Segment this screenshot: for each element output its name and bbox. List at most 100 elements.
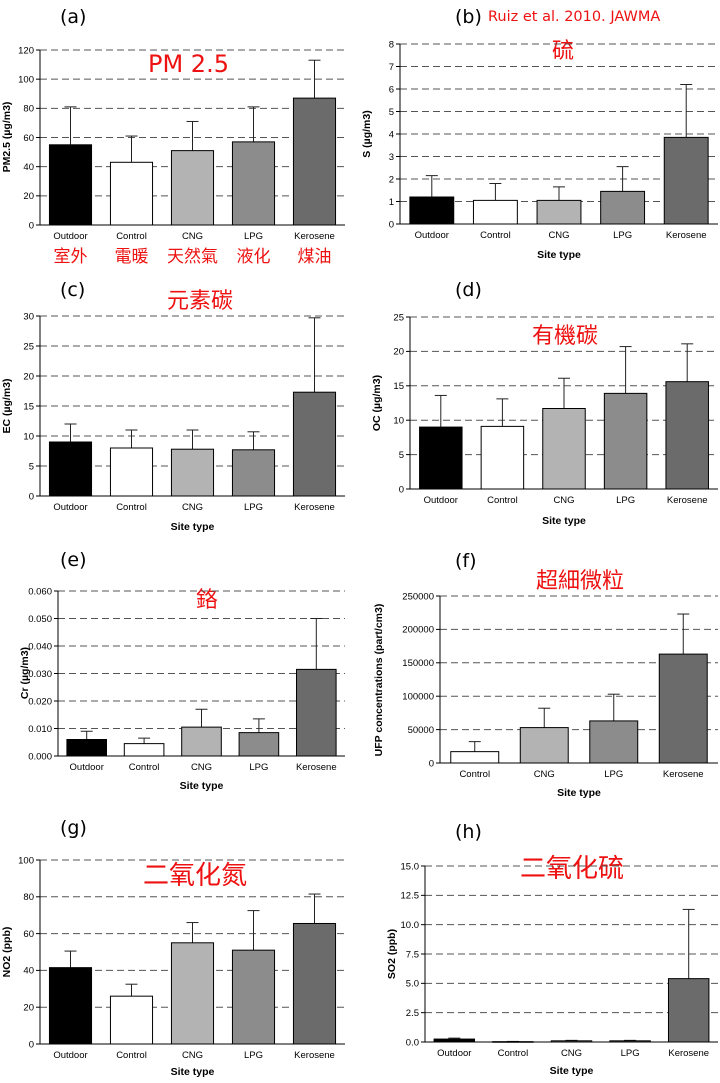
bar-lpg	[238, 732, 280, 757]
y-tick-label: 20	[23, 1003, 34, 1014]
x-tick-label: CNG	[182, 502, 203, 513]
y-axis-title: UFP concentrations (part/cm3)	[373, 604, 385, 757]
y-tick-label: 0	[389, 219, 394, 230]
y-tick-label: 40	[23, 162, 34, 173]
x-tick-label: Kerosene	[294, 502, 335, 513]
x-tick-label: Kerosene	[294, 1050, 335, 1061]
y-tick-label: 0.030	[28, 669, 52, 680]
y-tick-label: 10	[393, 416, 404, 427]
y-tick-label: 20	[23, 371, 34, 382]
y-tick-label: 20	[23, 191, 34, 202]
x-tick-label: Control	[480, 230, 511, 241]
y-tick-label: 80	[23, 892, 34, 903]
x-tick-label: Outdoor	[437, 1048, 471, 1059]
panel-c: (c) 元素碳 0 5 10 15 20 25 30 Outdoor Control CNG LPG Ke…	[1, 279, 345, 533]
x-tick-label: Control	[116, 231, 147, 242]
panel-b: (b) 硫 0 1 2 3 4 5 6 7 8 Outdoor Control CNG LPG Kerosen…	[361, 6, 718, 261]
bar-outdoor	[419, 426, 463, 490]
bar-kerosene	[663, 136, 709, 225]
y-tick-label: 5	[389, 107, 394, 118]
y-tick-label: 15	[393, 381, 404, 392]
x-tick-label: Outdoor	[53, 231, 87, 242]
y-tick-label: 2	[389, 174, 394, 185]
y-tick-label: 0.050	[28, 614, 52, 625]
x-tick-label: LPG	[244, 1050, 263, 1061]
x-tick-label: LPG	[249, 762, 268, 773]
y-tick-label: 200000	[402, 625, 434, 636]
x-axis-title: Site type	[171, 521, 215, 533]
bar-lpg	[231, 449, 276, 497]
y-axis-title: NO2 (ppb)	[1, 927, 13, 978]
bar-kerosene	[658, 653, 708, 764]
y-tick-label: 20	[393, 347, 404, 358]
panel-d: (d) 有機碳 0 5 10 15 20 25 Outdoor Control CNG LPG Kero…	[371, 279, 718, 527]
chart-title: 硫	[552, 39, 574, 64]
bar-cng	[536, 199, 582, 225]
x-tick-label-zh: 液化	[237, 247, 271, 267]
x-tick-label: Control	[459, 769, 490, 780]
y-tick-label: 50000	[408, 725, 434, 736]
bar-lpg	[231, 141, 276, 226]
panel-letter: (e)	[60, 549, 87, 571]
panel-a: (a) PM 2.5 0 20 40 60 80 100 120 Outdoor 室外 Control…	[1, 6, 345, 267]
y-tick-label: 25	[23, 341, 34, 352]
y-tick-label: 100000	[402, 692, 434, 703]
y-tick-label: 100	[18, 855, 34, 866]
bar-outdoor	[66, 739, 108, 757]
x-tick-label: CNG	[548, 230, 569, 241]
x-tick-label: Control	[487, 495, 518, 506]
y-tick-label: 0	[429, 758, 434, 769]
bar-cng	[170, 942, 215, 1045]
y-tick-label: 10	[23, 431, 34, 442]
x-tick-label: LPG	[616, 495, 635, 506]
x-tick-label: Outdoor	[53, 502, 87, 513]
y-axis-title: PM2.5 (µg/m3)	[1, 102, 13, 173]
bar-control	[123, 743, 165, 757]
y-tick-label: 2.5	[406, 1008, 419, 1019]
panel-letter: (g)	[60, 817, 87, 839]
y-tick-label: 60	[23, 929, 34, 940]
bar-control	[480, 425, 525, 490]
x-axis-title: Site type	[171, 1066, 215, 1078]
credit-text: Ruiz et al. 2010. JAWMA	[488, 9, 660, 25]
x-tick-label: Outdoor	[53, 1050, 87, 1061]
panel-h: (h) 二氧化硫 0.0 2.5 5.0 7.5 10.0 12.5 15.0 Outdoor Co…	[386, 821, 718, 1077]
y-tick-label: 0	[29, 220, 34, 231]
x-tick-label: Outdoor	[70, 762, 104, 773]
x-tick-label-zh: 煤油	[298, 247, 332, 267]
panel-e: (e) 鉻 0.000 0.010 0.020 0.030 0.040 0.050 0.060 O…	[19, 549, 345, 792]
panel-letter: (b)	[455, 6, 482, 28]
x-tick-label: CNG	[191, 762, 212, 773]
x-tick-label: Kerosene	[296, 762, 337, 773]
y-tick-label: 0	[29, 1039, 34, 1050]
y-tick-label: 80	[23, 104, 34, 115]
bar-control	[109, 161, 154, 226]
bar-cng	[519, 727, 569, 764]
x-tick-label: CNG	[553, 495, 574, 506]
x-tick-label: Control	[129, 762, 160, 773]
bar-lpg	[600, 190, 646, 225]
y-tick-label: 6	[389, 84, 394, 95]
x-tick-label: Kerosene	[666, 230, 707, 241]
bar-cng	[181, 726, 222, 757]
bar-cng	[170, 150, 215, 226]
y-tick-label: 5	[29, 461, 34, 472]
bar-lpg	[609, 1040, 651, 1043]
y-tick-label: 15.0	[401, 861, 420, 872]
bar-kerosene	[292, 391, 337, 497]
panel-letter: (h)	[455, 821, 482, 843]
y-tick-label: 0	[29, 491, 34, 502]
bar-kerosene	[667, 978, 710, 1043]
x-tick-label-zh: 電暖	[115, 247, 149, 267]
y-tick-label: 150000	[402, 658, 434, 669]
y-tick-label: 15	[23, 401, 34, 412]
chart-title: 超細微粒	[536, 569, 624, 594]
bar-outdoor	[433, 1038, 476, 1043]
bar-outdoor	[48, 967, 93, 1045]
bar-cng	[170, 448, 215, 497]
bar-cng	[542, 408, 586, 490]
y-tick-label: 0.020	[28, 696, 52, 707]
y-tick-label: 0.040	[28, 641, 52, 652]
bar-outdoor	[48, 441, 93, 497]
x-tick-label: Outdoor	[424, 495, 458, 506]
